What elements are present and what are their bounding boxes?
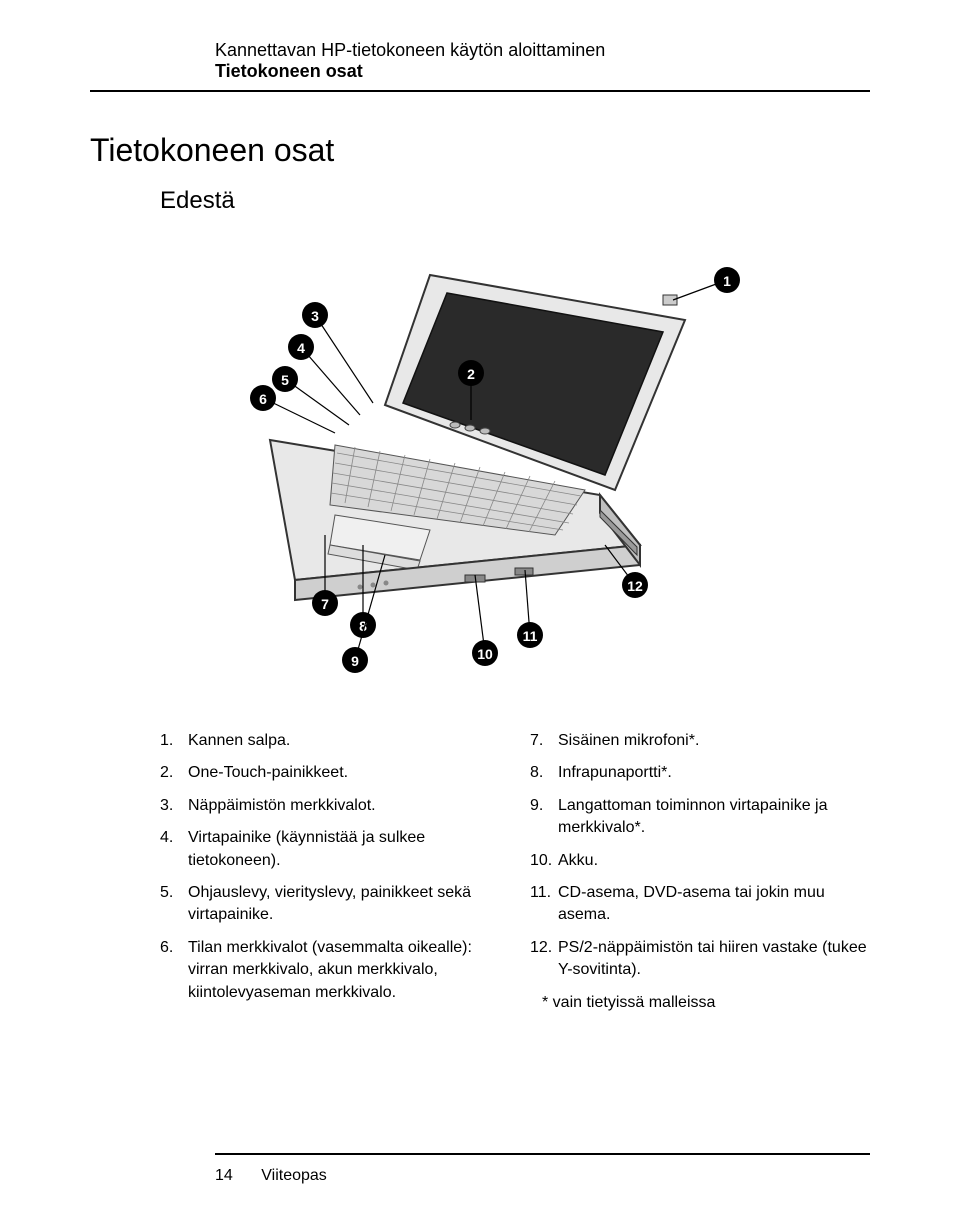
item-text: Virtapainike (käynnistää ja sulkee tieto… [188,827,500,872]
item-text: Infrapunaportti*. [558,762,870,784]
callout-number: 9 [351,653,359,669]
callout-number: 11 [523,628,538,644]
item-number: 8. [530,762,558,784]
parts-list-item: 4.Virtapainike (käynnistää ja sulkee tie… [160,827,500,872]
callout-number: 1 [723,273,731,289]
lid-latch [663,295,677,305]
callout-number: 4 [297,340,305,356]
item-text: Näppäimistön merkkivalot. [188,795,500,817]
item-number: 10. [530,850,558,872]
item-number: 4. [160,827,188,872]
callout-number: 12 [627,578,643,594]
item-text: Ohjauslevy, vierityslevy, painikkeet sek… [188,882,500,927]
header-rule [90,90,870,92]
item-number: 6. [160,937,188,1004]
callout-number: 7 [321,596,329,612]
footer-doc-title: Viiteopas [261,1167,327,1184]
parts-list-item: 6.Tilan merkkivalot (vasemmalta oikealle… [160,937,500,1004]
callout-leader [301,347,360,415]
item-text: Tilan merkkivalot (vasemmalta oikealle):… [188,937,500,1004]
item-text: Sisäinen mikrofoni*. [558,730,870,752]
item-text: Akku. [558,850,870,872]
item-number: 12. [530,937,558,982]
parts-list-item: 9.Langattoman toiminnon virtapainike ja … [530,795,870,840]
running-header: Kannettavan HP-tietokoneen käytön aloitt… [215,40,870,82]
parts-list-item: 2.One-Touch-painikkeet. [160,762,500,784]
parts-list-left: 1.Kannen salpa.2.One-Touch-painikkeet.3.… [160,730,500,1014]
item-text: One-Touch-painikkeet. [188,762,500,784]
callout-leader [315,315,373,403]
item-number: 3. [160,795,188,817]
item-number: 1. [160,730,188,752]
laptop-diagram: 123456789101112 [185,235,775,685]
laptop-illustration [270,275,685,600]
callout-number: 6 [259,391,267,407]
parts-list-item: 1.Kannen salpa. [160,730,500,752]
item-text: PS/2-näppäimistön tai hiiren vastake (tu… [558,937,870,982]
header-line-2: Tietokoneen osat [215,61,870,82]
diagram-container: 123456789101112 [90,235,870,690]
callout-number: 5 [281,372,289,388]
status-led [384,581,389,586]
item-number: 2. [160,762,188,784]
item-number: 9. [530,795,558,840]
header-line-1: Kannettavan HP-tietokoneen käytön aloitt… [215,40,870,61]
page-number: 14 [215,1167,233,1185]
parts-list-item: 3.Näppäimistön merkkivalot. [160,795,500,817]
callout-number: 2 [467,366,475,382]
parts-list-item: 8.Infrapunaportti*. [530,762,870,784]
status-led [371,583,376,588]
footer: 14 Viiteopas [215,1167,327,1185]
item-text: Kannen salpa. [188,730,500,752]
parts-list-item: 12.PS/2-näppäimistön tai hiiren vastake … [530,937,870,982]
parts-list-item: 7.Sisäinen mikrofoni*. [530,730,870,752]
callout-number: 3 [311,308,319,324]
parts-list-right: 7.Sisäinen mikrofoni*.8.Infrapunaportti*… [530,730,870,1014]
item-text: CD-asema, DVD-asema tai jokin muu asema. [558,882,870,927]
parts-list-item: 5.Ohjauslevy, vierityslevy, painikkeet s… [160,882,500,927]
item-number: 11. [530,882,558,927]
parts-list-columns: 1.Kannen salpa.2.One-Touch-painikkeet.3.… [160,730,870,1014]
item-text: Langattoman toiminnon virtapainike ja me… [558,795,870,840]
parts-list-item: 11.CD-asema, DVD-asema tai jokin muu ase… [530,882,870,927]
callout-number: 10 [477,646,493,662]
status-led [358,585,363,590]
parts-list-item: 10.Akku. [530,850,870,872]
footer-rule [215,1153,870,1155]
item-number: 7. [530,730,558,752]
front-port [515,568,533,575]
footnote: * vain tietyissä malleissa [542,992,870,1014]
section-subtitle: Edestä [160,187,870,215]
item-number: 5. [160,882,188,927]
page-title: Tietokoneen osat [90,132,870,169]
